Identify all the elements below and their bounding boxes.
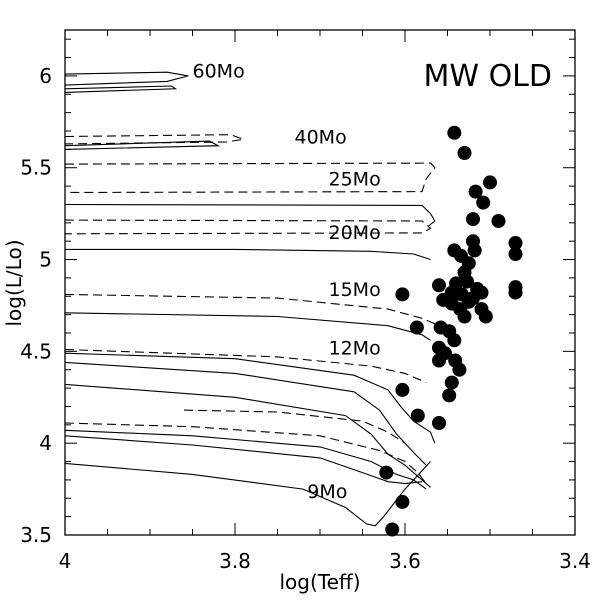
star-point xyxy=(476,195,491,210)
track-line xyxy=(64,71,189,86)
track-line xyxy=(64,422,427,484)
star-point xyxy=(447,333,462,348)
track-line xyxy=(64,312,431,341)
y-tick-label: 3.5 xyxy=(20,523,52,547)
star-point xyxy=(467,243,482,258)
star-point xyxy=(447,125,462,140)
track-line xyxy=(64,348,427,384)
star-point xyxy=(457,146,472,160)
star-point xyxy=(436,292,451,307)
star-point xyxy=(474,302,489,317)
track-line xyxy=(64,85,178,93)
y-tick-label: 5 xyxy=(39,248,52,272)
track-line xyxy=(64,352,436,444)
evolutionary-tracks xyxy=(64,71,436,527)
star-point xyxy=(410,408,425,423)
track-label: 15Mo xyxy=(329,279,381,301)
y-tick-label: 6 xyxy=(39,64,52,88)
track-label: 60Mo xyxy=(193,60,245,82)
track-line xyxy=(64,461,431,527)
x-axis-title: log(Teff) xyxy=(280,570,361,594)
x-tick-label: 4 xyxy=(59,549,72,573)
x-tick-label: 3.4 xyxy=(559,549,591,573)
star-point xyxy=(457,309,472,324)
star-point xyxy=(432,353,446,368)
star-point xyxy=(491,214,506,228)
star-point xyxy=(395,287,410,302)
star-point xyxy=(395,382,410,397)
track-label: 20Mo xyxy=(329,222,381,244)
panel-title: MW OLD xyxy=(423,59,552,94)
axis-ticks xyxy=(64,30,576,536)
star-point xyxy=(460,274,474,289)
star-point xyxy=(379,465,394,480)
track-line xyxy=(64,361,427,466)
star-point xyxy=(483,175,497,190)
star-point xyxy=(447,243,462,258)
star-point xyxy=(468,184,483,199)
track-line xyxy=(64,162,436,194)
star-point xyxy=(508,247,523,261)
y-axis-title: log(L/Lo) xyxy=(2,239,26,326)
star-point xyxy=(409,320,424,335)
star-point xyxy=(452,362,467,377)
star-point xyxy=(385,522,400,537)
track-line xyxy=(64,203,436,227)
star-point xyxy=(432,416,446,430)
track-line xyxy=(64,293,436,325)
data-points xyxy=(379,125,523,537)
track-line xyxy=(64,429,427,490)
track-line xyxy=(65,248,431,261)
y-tick-label: 4.5 xyxy=(20,339,52,363)
track-line xyxy=(64,219,432,235)
y-tick-label: 5.5 xyxy=(20,156,52,180)
track-line xyxy=(64,435,423,485)
track-labels: 60Mo 40Mo 25Mo 20Mo 15Mo 12Mo 9Mo xyxy=(193,60,381,503)
track-label: 40Mo xyxy=(295,127,347,149)
track-line xyxy=(64,383,431,488)
star-point xyxy=(474,285,489,300)
x-tick-label: 3.6 xyxy=(389,549,421,573)
track-line xyxy=(183,409,406,444)
track-label: 12Mo xyxy=(329,338,381,360)
track-line xyxy=(64,140,221,150)
track-label: 25Mo xyxy=(329,169,381,191)
x-tick-label: 3.8 xyxy=(219,549,251,573)
star-point xyxy=(508,236,523,250)
plot-frame xyxy=(64,29,576,536)
star-point xyxy=(432,278,446,293)
star-point xyxy=(508,285,523,300)
star-point xyxy=(444,375,459,390)
tick-labels: 4 3.8 3.6 3.4 3.5 4 4.5 5 5.5 6 xyxy=(20,64,591,573)
y-tick-label: 4 xyxy=(39,431,52,455)
track-label: 9Mo xyxy=(307,481,347,503)
star-point xyxy=(395,494,410,509)
star-point xyxy=(466,212,480,227)
star-point xyxy=(442,388,457,403)
